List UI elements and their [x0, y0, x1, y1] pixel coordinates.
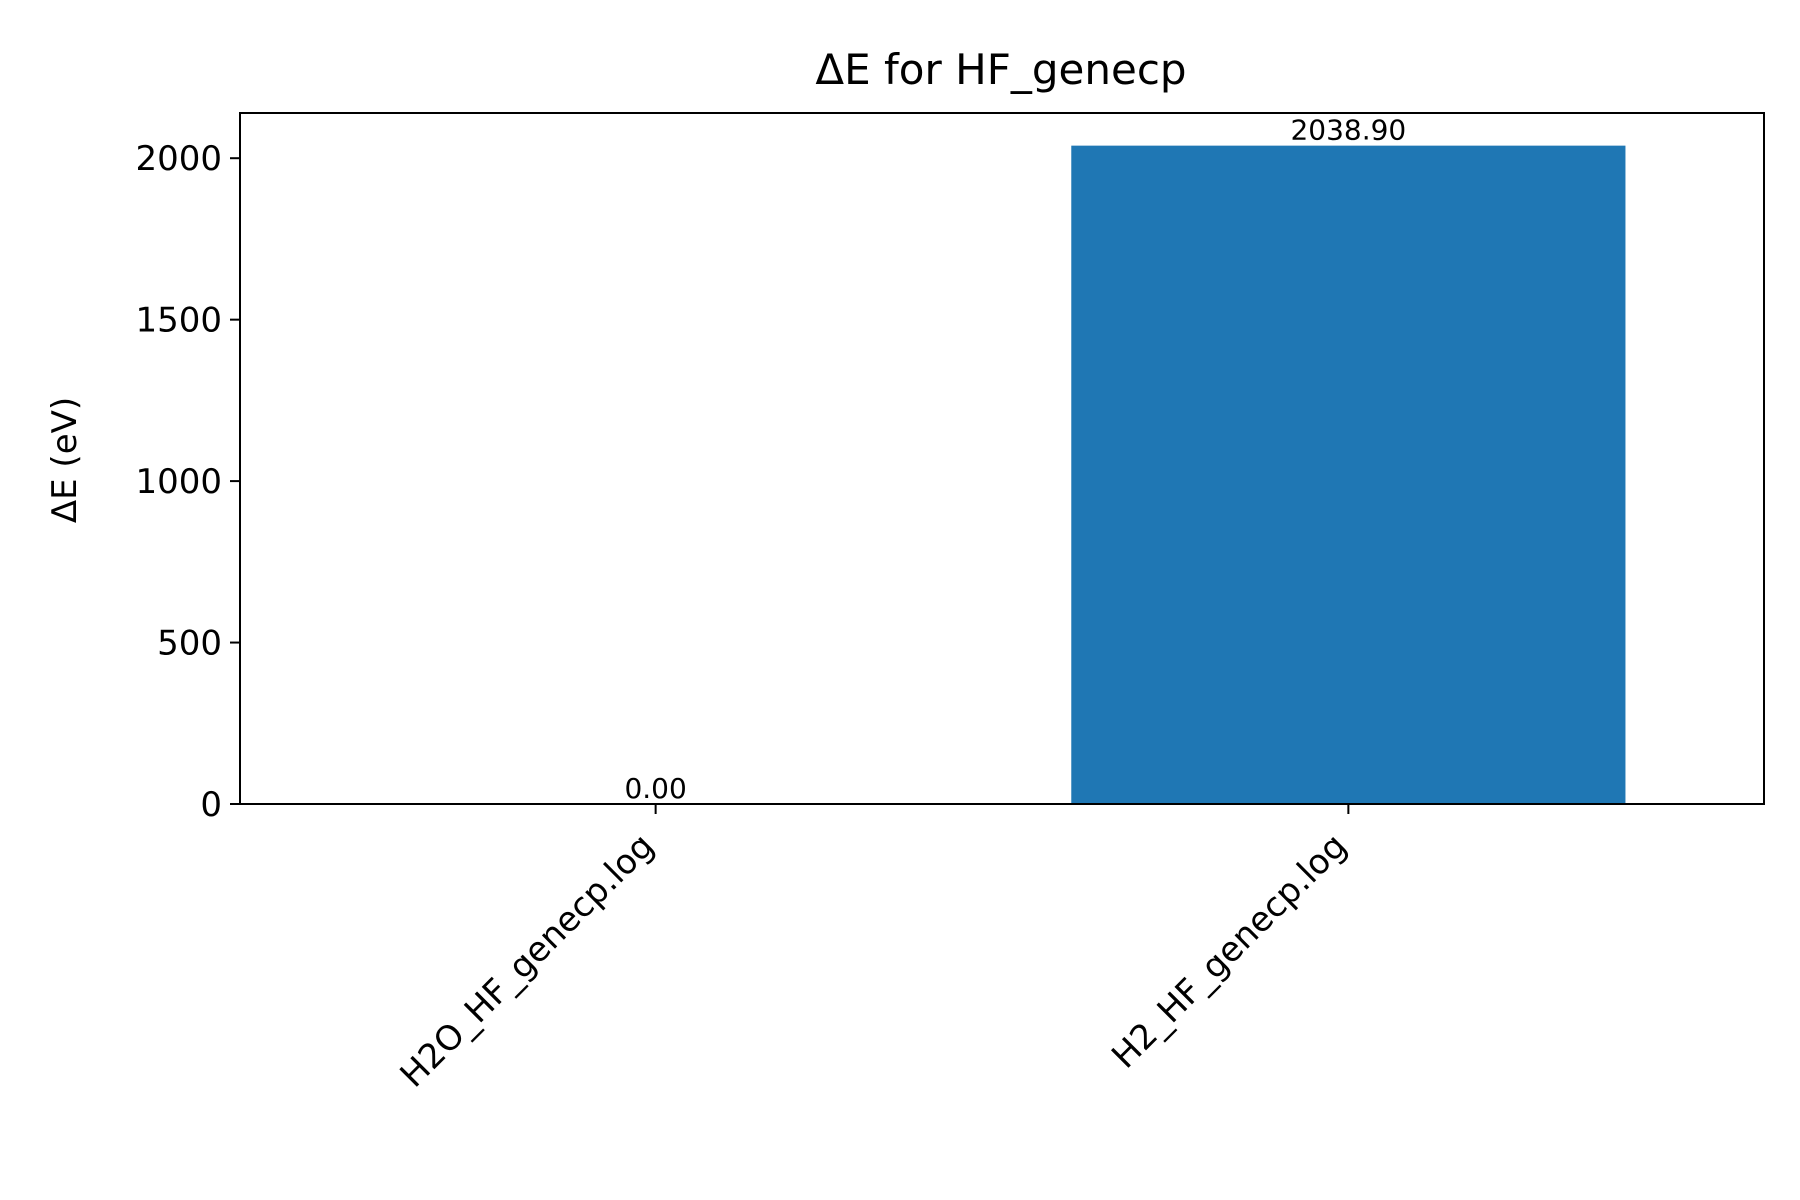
bar-value-label-1: 2038.90 — [1290, 114, 1406, 147]
y-tick-label-1: 500 — [157, 624, 222, 664]
chart-title: ΔE for HF_genecp — [815, 45, 1186, 94]
bar-1 — [1071, 145, 1626, 805]
y-tick-label-4: 2000 — [135, 139, 222, 179]
bar-value-label-0: 0.00 — [624, 772, 686, 805]
axes-frame — [239, 112, 1765, 805]
y-tick-label-2: 1000 — [135, 462, 222, 502]
y-axis-label: ΔE (eV) — [45, 397, 85, 523]
y-tick-label-0: 0 — [200, 785, 222, 825]
y-tick-label-3: 1500 — [135, 301, 222, 341]
